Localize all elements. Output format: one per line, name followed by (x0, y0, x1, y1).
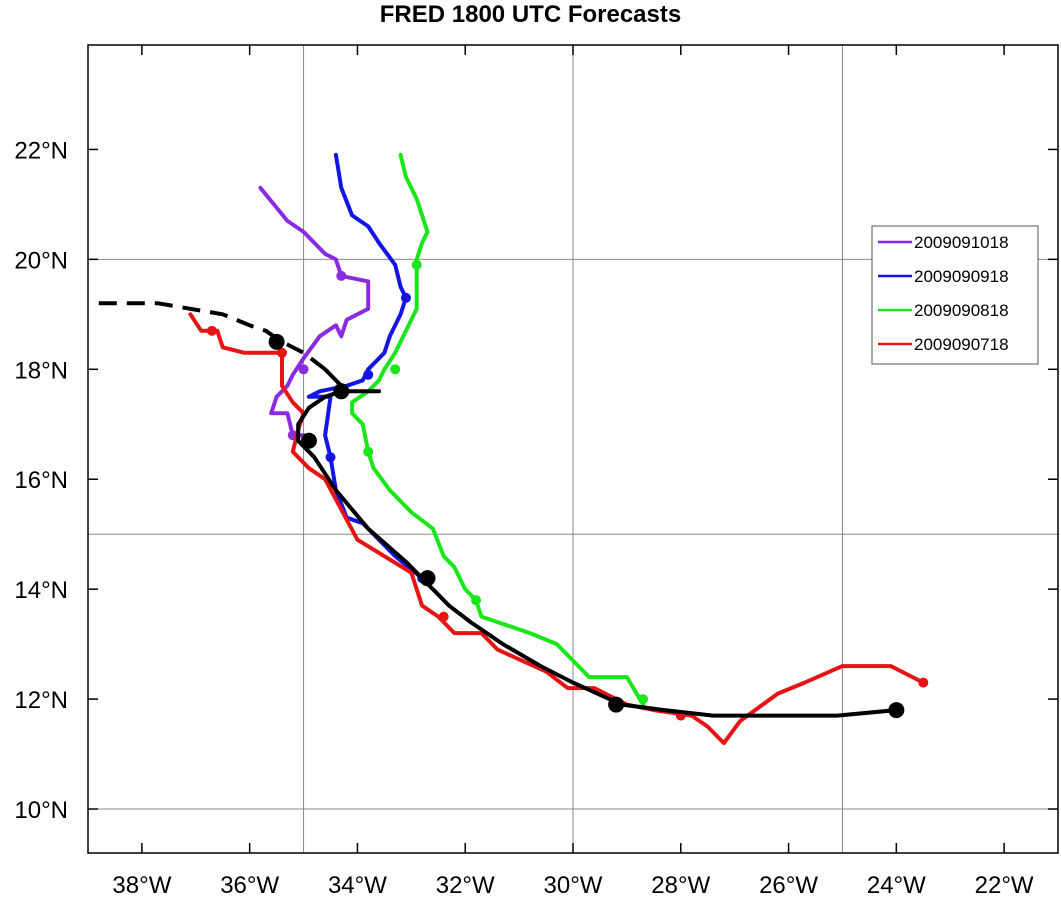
forecast-point (298, 364, 309, 375)
x-tick-label: 30°W (544, 872, 603, 899)
x-tick-label: 36°W (220, 872, 279, 899)
chart-title: FRED 1800 UTC Forecasts (379, 1, 682, 28)
forecast-point (363, 446, 374, 457)
forecast-track-series (350, 152, 649, 707)
tracks-layer (98, 152, 929, 746)
forecast-track-series (258, 185, 371, 441)
x-tick-label: 34°W (328, 872, 387, 899)
legend-label: 2009091018 (914, 233, 1009, 252)
best-track-point (268, 333, 285, 350)
x-tick-label: 24°W (867, 872, 926, 899)
forecast-point (277, 347, 287, 358)
best-track-point (888, 702, 905, 719)
legend-label: 2009090818 (914, 301, 1009, 320)
best-track-point (333, 383, 350, 400)
legend-box (871, 225, 1039, 365)
y-tick-label: 14°N (14, 577, 68, 604)
best-track-point (608, 696, 625, 713)
y-tick-label: 18°N (14, 357, 68, 384)
y-tick-label: 16°N (14, 467, 68, 494)
forecast-track-line (258, 185, 371, 438)
best-track-solid-line (296, 367, 897, 718)
forecast-point (206, 325, 217, 336)
legend: 2009091018 2009090918 2009090818 2009090718 (871, 225, 1039, 365)
forecast-point (400, 292, 411, 303)
y-tick-label: 12°N (14, 687, 68, 714)
best-track-dashed-line (98, 301, 327, 371)
forecast-point (325, 452, 336, 463)
grid-layer (88, 45, 1058, 853)
y-tick-label: 20°N (14, 247, 68, 274)
forecast-point (918, 677, 929, 688)
best-track-point (300, 432, 317, 449)
forecast-track-line (188, 312, 926, 746)
legend-label: 2009090918 (914, 267, 1009, 286)
x-tick-label: 22°W (975, 872, 1034, 899)
tick-layer: 38°W 36°W 34°W 32°W 30°W 28°W 26°W 24°W 22°W 10°N… (14, 45, 1058, 899)
legend-label: 2009090718 (914, 335, 1009, 354)
x-tick-label: 26°W (759, 872, 818, 899)
forecast-point (411, 259, 422, 270)
forecast-point (638, 694, 649, 705)
x-tick-label: 32°W (436, 872, 495, 899)
forecast-point (471, 595, 481, 606)
forecast-track-line (306, 152, 425, 581)
x-tick-label: 28°W (651, 872, 710, 899)
y-tick-label: 22°N (14, 137, 68, 164)
x-tick-label: 38°W (112, 872, 171, 899)
forecast-point (363, 369, 374, 380)
best-track-point (419, 570, 436, 587)
forecast-point (336, 270, 347, 281)
forecast-track-series (188, 312, 929, 746)
y-tick-label: 10°N (14, 797, 68, 824)
forecast-point (390, 364, 401, 375)
forecast-point (438, 611, 449, 622)
best-track-series (98, 301, 905, 719)
forecast-track-line (350, 152, 646, 707)
